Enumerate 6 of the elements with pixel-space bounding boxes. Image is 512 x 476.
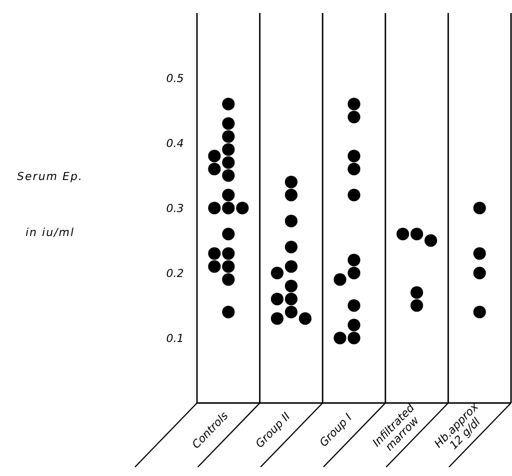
y-tick-label: 0.2	[166, 266, 184, 280]
y-tick-label: 0.5	[166, 72, 184, 85]
y-tick-label: 0.1	[166, 332, 184, 345]
y-tick-label: 0.3	[166, 202, 184, 215]
y-tick-label: 0.4	[166, 136, 184, 150]
text: Serum Ep. in iu/ml	[17, 170, 83, 239]
